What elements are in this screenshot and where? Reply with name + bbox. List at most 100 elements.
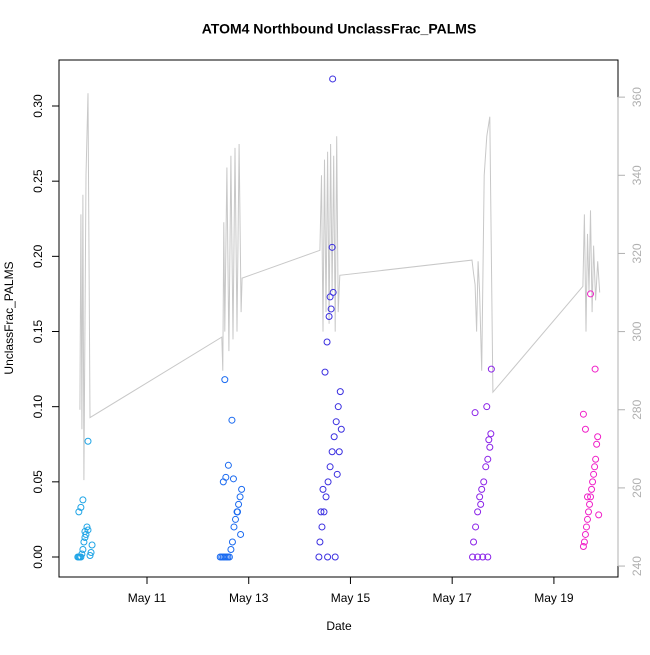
- data-point: [336, 388, 344, 396]
- data-point: [595, 511, 603, 519]
- data-point: [332, 418, 340, 426]
- y-tick-label: 0.00: [31, 545, 45, 569]
- data-point: [320, 508, 328, 516]
- data-point: [80, 538, 88, 546]
- x-tick-label: May 19: [534, 591, 574, 605]
- y-tick-label: 0.30: [31, 94, 45, 118]
- data-point: [480, 478, 488, 486]
- data-point: [579, 542, 587, 550]
- data-point: [477, 500, 485, 508]
- data-point: [484, 553, 492, 561]
- data-point: [586, 500, 594, 508]
- x-axis-label: Date: [326, 619, 352, 633]
- data-point: [78, 550, 86, 558]
- data-point: [79, 496, 87, 504]
- data-point: [486, 443, 494, 451]
- data-point: [591, 463, 599, 471]
- y-axis-label: UnclassFrac_PALMS: [2, 261, 16, 374]
- data-point: [478, 485, 486, 493]
- data-point: [584, 508, 592, 516]
- data-point: [583, 493, 591, 501]
- data-point: [581, 530, 589, 538]
- data-point: [330, 433, 338, 441]
- data-point: [581, 425, 589, 433]
- x-tick-label: May 15: [331, 591, 371, 605]
- data-point: [318, 523, 326, 531]
- data-point: [329, 75, 337, 83]
- data-point: [77, 503, 85, 511]
- data-point: [227, 545, 235, 553]
- data-point: [238, 485, 246, 493]
- data-point: [224, 461, 232, 469]
- data-point: [482, 463, 490, 471]
- data-point: [236, 493, 244, 501]
- x-tick-label: May 13: [229, 591, 269, 605]
- data-point: [589, 478, 597, 486]
- data-point: [583, 515, 591, 523]
- y2-tick-label: 300: [630, 321, 644, 341]
- data-point: [235, 500, 243, 508]
- data-point: [237, 530, 245, 538]
- y2-tick-label: 280: [630, 399, 644, 419]
- y-tick-label: 0.15: [31, 320, 45, 344]
- data-point: [234, 508, 242, 516]
- data-point: [333, 470, 341, 478]
- data-point: [326, 293, 334, 301]
- data-point: [77, 553, 85, 561]
- data-point: [315, 553, 323, 561]
- x-tick-label: May 17: [433, 591, 473, 605]
- data-point: [323, 338, 331, 346]
- data-point: [322, 493, 330, 501]
- data-point: [86, 552, 94, 560]
- data-point: [472, 523, 480, 531]
- data-point: [334, 403, 342, 411]
- data-point: [84, 437, 92, 445]
- data-point: [474, 553, 482, 561]
- data-point: [317, 508, 325, 516]
- data-point: [324, 553, 332, 561]
- data-point: [75, 508, 83, 516]
- y-tick-label: 0.25: [31, 169, 45, 193]
- data-point: [587, 493, 595, 501]
- data-point: [487, 365, 495, 373]
- y2-tick-label: 320: [630, 243, 644, 263]
- data-point: [228, 416, 236, 424]
- data-point: [579, 410, 587, 418]
- data-point: [337, 425, 345, 433]
- data-point: [591, 365, 599, 373]
- data-point: [324, 478, 332, 486]
- data-point: [231, 515, 239, 523]
- data-point: [88, 541, 96, 549]
- data-point: [590, 470, 598, 478]
- data-point: [81, 527, 89, 535]
- data-point: [580, 538, 588, 546]
- data-point: [83, 523, 91, 531]
- x-tick-label: May 11: [128, 591, 167, 605]
- data-point: [316, 538, 324, 546]
- data-point: [594, 433, 602, 441]
- data-point: [335, 448, 343, 456]
- y-tick-label: 0.05: [31, 470, 45, 494]
- y2-tick-label: 240: [630, 556, 644, 576]
- data-point: [470, 538, 478, 546]
- data-point: [476, 493, 484, 501]
- data-point: [325, 312, 333, 320]
- data-point: [582, 523, 590, 531]
- data-point: [79, 545, 87, 553]
- data-point: [230, 523, 238, 531]
- y2-tick-label: 260: [630, 478, 644, 498]
- data-point: [469, 553, 477, 561]
- data-point: [319, 485, 327, 493]
- data-point: [331, 553, 339, 561]
- data-point: [222, 473, 230, 481]
- y-tick-label: 0.10: [31, 395, 45, 419]
- data-point: [225, 553, 233, 561]
- data-point: [587, 290, 595, 298]
- data-point: [483, 403, 491, 411]
- data-point: [485, 436, 493, 444]
- data-point: [221, 376, 229, 384]
- data-point: [328, 243, 336, 251]
